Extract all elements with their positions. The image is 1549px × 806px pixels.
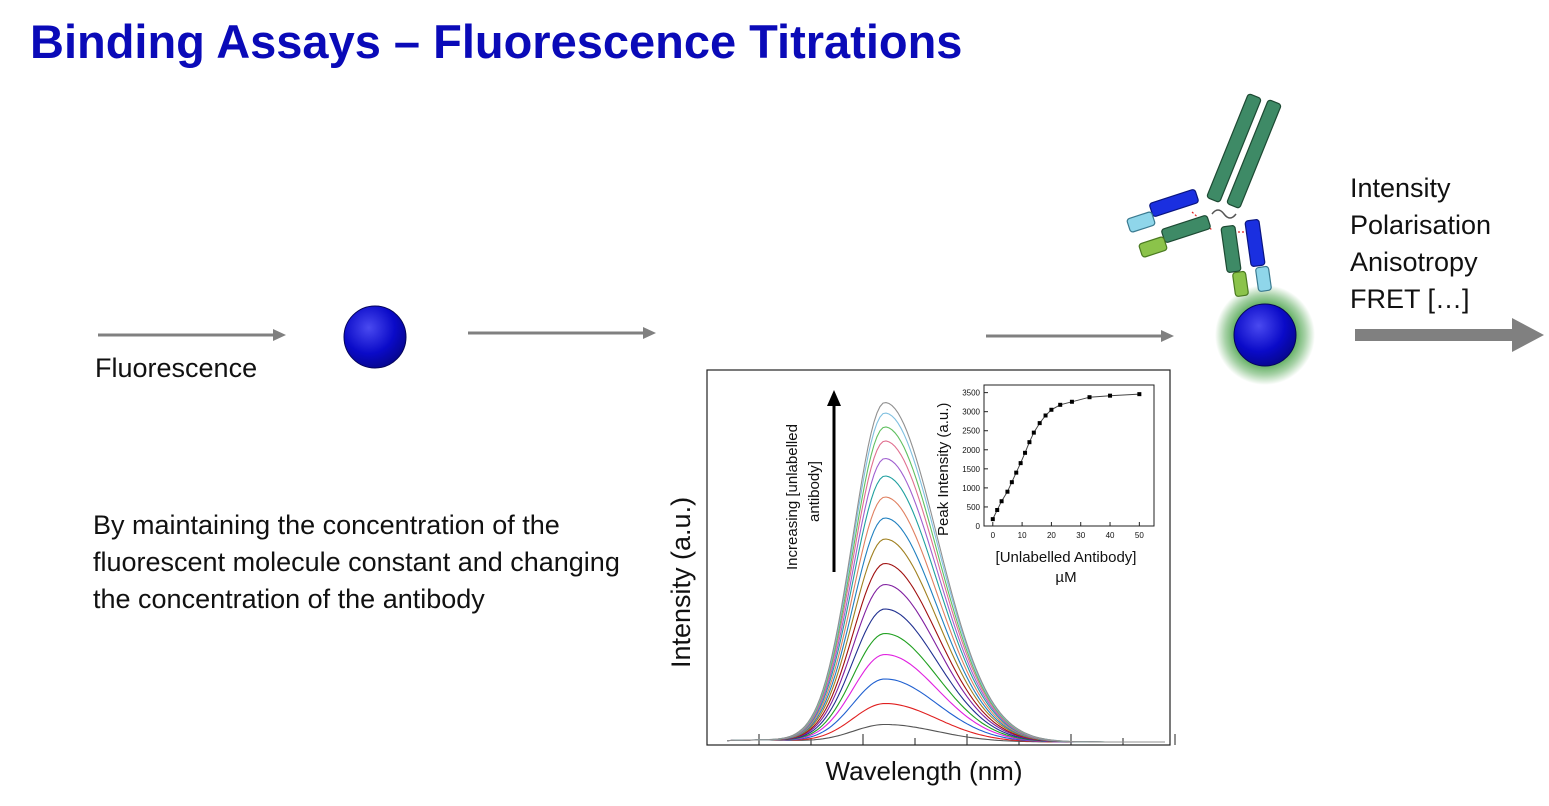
chart-frame <box>706 369 1171 746</box>
inset-ylabel: Peak Intensity (a.u.) <box>935 403 952 536</box>
increase-annotation-line1: Increasing [unlabelled <box>784 424 801 570</box>
measurement-intensity: Intensity <box>1350 173 1451 203</box>
inset-point <box>1005 489 1010 494</box>
arrow-2 <box>468 327 656 339</box>
spectrum-line <box>726 653 1165 743</box>
inset-xlabel-unit: µM <box>1055 569 1076 586</box>
inset-point <box>999 499 1004 504</box>
spectrum-line <box>726 632 1165 743</box>
increase-arrow-head <box>827 390 841 406</box>
inset-xlabel: [Unlabelled Antibody] <box>996 549 1137 566</box>
measurement-anisotropy: Anisotropy <box>1350 247 1478 277</box>
inset-y-tick-label: 500 <box>967 503 981 512</box>
inset-y-tick-label: 2000 <box>962 446 980 455</box>
inset-point <box>1027 440 1032 445</box>
inset-point <box>1049 407 1054 412</box>
increase-annotation-line2: antibody] <box>806 461 823 522</box>
inset-point <box>1023 450 1028 455</box>
description-text: By maintaining the concentration of the … <box>93 510 620 614</box>
inset-y-tick-label: 2500 <box>962 427 980 436</box>
inset-y-tick-label: 3000 <box>962 408 980 417</box>
inset-x-tick-label: 0 <box>991 531 996 540</box>
inset-y-tick-label: 0 <box>976 522 981 531</box>
arrow-3 <box>986 330 1174 342</box>
inset-point <box>990 517 995 522</box>
inset-x-tick-label: 20 <box>1047 531 1056 540</box>
inset-x-tick-label: 50 <box>1135 531 1144 540</box>
bound-molecule <box>1233 303 1297 367</box>
spectra-xlabel: Wavelength (nm) <box>826 756 1023 786</box>
inset-point <box>1031 430 1036 435</box>
inset-x-tick-label: 30 <box>1076 531 1085 540</box>
inset-point <box>995 507 1000 512</box>
inset-point <box>1018 461 1023 466</box>
measurement-fret: FRET […] <box>1350 284 1470 314</box>
inset-point <box>1108 393 1113 398</box>
spectrum-line <box>726 402 1165 743</box>
inset-chart: 0 10 20 30 40 500500100015002000250030003500 … <box>935 384 1155 586</box>
inset-x-tick-label: 40 <box>1106 531 1115 540</box>
output-arrow <box>1355 318 1544 352</box>
inset-x-tick-label: 10 <box>1018 531 1027 540</box>
inset-point <box>1087 395 1092 400</box>
spectra-ylabel: Intensity (a.u.) <box>666 497 696 668</box>
inset-point <box>1069 399 1074 404</box>
spectra-series <box>726 402 1165 743</box>
inset-points <box>990 392 1142 522</box>
inset-point <box>1009 480 1014 485</box>
spectra-chart: Increasing [unlabelled antibody] Intensi… <box>666 369 1176 786</box>
slide-title: Binding Assays – Fluorescence Titrations <box>30 15 963 68</box>
inset-frame <box>983 384 1155 527</box>
measurement-polarisation: Polarisation <box>1350 210 1492 240</box>
antibody-icon <box>1126 93 1282 297</box>
inset-point <box>1043 413 1048 418</box>
fluorescence-label: Fluorescence <box>95 353 258 383</box>
fluorescent-molecule <box>343 305 407 369</box>
inset-point <box>1137 392 1142 397</box>
inset-y-tick-label: 1500 <box>962 465 980 474</box>
inset-y-tick-label: 1000 <box>962 484 980 493</box>
spectrum-line <box>726 678 1165 743</box>
inset-point <box>1037 421 1042 426</box>
inset-point <box>1014 470 1019 475</box>
inset-y-tick-label: 3500 <box>962 389 980 398</box>
arrow-1 <box>98 329 286 341</box>
inset-point <box>1058 402 1063 407</box>
measurement-list: Intensity Polarisation Anisotropy FRET [… <box>1350 170 1491 318</box>
